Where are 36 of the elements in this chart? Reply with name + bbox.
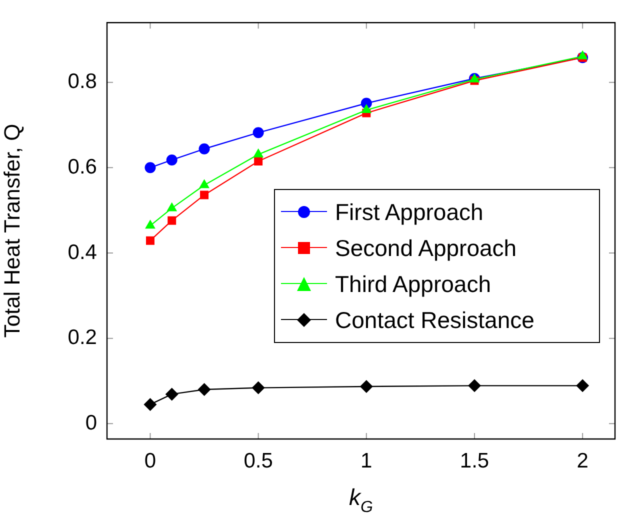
x-tick-label: 1 (360, 449, 372, 472)
y-axis-title: Total Heat Transfer, Q (0, 124, 24, 338)
y-tick-label: 0.4 (68, 240, 98, 264)
point (576, 379, 590, 392)
point (144, 398, 157, 411)
y-tick-label: 0.8 (68, 70, 97, 94)
point (199, 179, 210, 188)
point (198, 383, 211, 396)
point (200, 190, 209, 200)
point (577, 50, 588, 60)
y-tick-label: 0.6 (68, 155, 97, 178)
point (166, 154, 178, 166)
point (166, 202, 178, 212)
point (360, 380, 373, 394)
x-tick-label: 2 (576, 449, 588, 472)
point (253, 148, 264, 158)
point (361, 104, 372, 114)
point (252, 127, 264, 138)
point (146, 236, 154, 245)
point (254, 157, 263, 166)
y-tick-label: 0.2 (68, 326, 97, 350)
legend-label: First Approach (335, 198, 484, 226)
point (165, 388, 178, 401)
legend-label: Third Approach (335, 270, 492, 298)
legend-label: Second Approach (335, 234, 518, 262)
legend-label: Contact Resistance (335, 306, 536, 334)
point (168, 216, 176, 225)
x-tick-label: 0 (144, 449, 156, 472)
x-tick-label: 0.5 (244, 449, 273, 472)
point (468, 379, 481, 392)
point (198, 143, 210, 154)
x-tick-label: 1.5 (460, 449, 490, 472)
point (145, 220, 156, 229)
y-tick-label: 0 (85, 411, 97, 434)
point (252, 381, 265, 394)
point (144, 162, 156, 174)
